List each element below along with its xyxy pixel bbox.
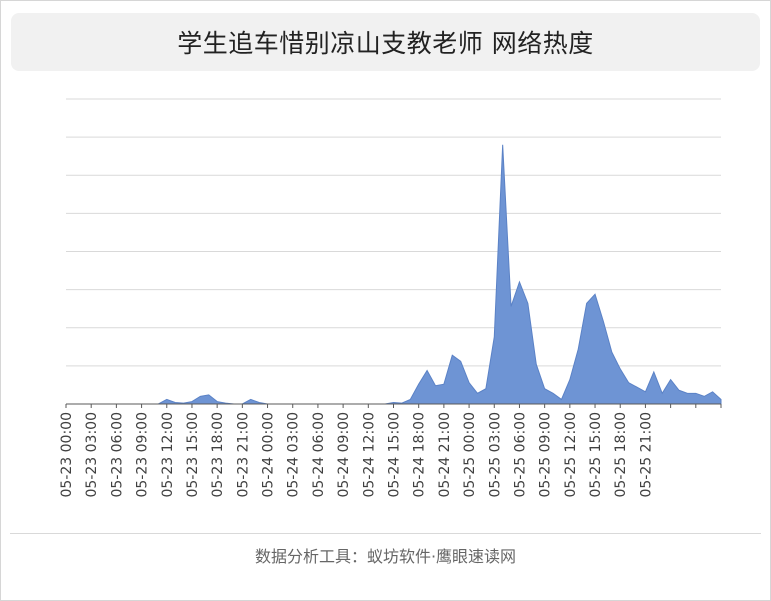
x-tick-label: 05-23 03:00 [84,412,100,497]
x-tick-label: 05-23 12:00 [160,412,176,497]
x-tick-label: 05-23 21:00 [235,412,251,497]
x-tick-label: 05-24 18:00 [412,412,428,497]
footer-source: 数据分析工具：蚁坊软件·鹰眼速读网 [254,547,517,566]
x-tick-label: 05-23 06:00 [109,412,125,497]
x-tick-label: 05-24 15:00 [387,412,403,497]
x-tick-label: 05-23 15:00 [185,412,201,497]
title-bar: 学生追车惜别凉山支教老师 网络热度 [11,13,760,71]
x-tick-label: 05-25 06:00 [512,412,528,497]
footer-divider [10,533,761,534]
x-tick-label: 05-24 03:00 [286,412,302,497]
x-tick-label: 05-25 21:00 [638,412,654,497]
gridlines [66,98,721,367]
x-tick-label: 05-25 18:00 [613,412,629,497]
x-tick-labels: 05-23 00:00 05-23 03:00 05-23 06:00 05-23 0… [59,412,654,497]
x-tick-label: 05-25 03:00 [487,412,503,497]
x-tick-label: 05-25 12:00 [563,412,579,497]
x-tick-label: 05-25 00:00 [462,412,478,497]
x-tick-label: 05-25 09:00 [538,412,554,497]
x-axis [65,403,722,408]
x-tick-label: 05-23 18:00 [210,412,226,497]
x-tick-label: 05-24 12:00 [361,412,377,497]
x-tick-label: 05-24 09:00 [336,412,352,497]
x-tick-label: 05-23 09:00 [135,412,151,497]
x-tick-label: 05-24 21:00 [437,412,453,497]
x-tick-label: 05-24 06:00 [311,412,327,497]
series-area [66,144,722,405]
series-area-path [66,144,722,405]
x-tick-label: 05-23 00:00 [59,412,75,497]
x-tick-label: 05-25 15:00 [588,412,604,497]
chart-title: 学生追车惜别凉山支教老师 网络热度 [177,29,594,58]
x-tick-label: 05-24 00:00 [261,412,277,497]
